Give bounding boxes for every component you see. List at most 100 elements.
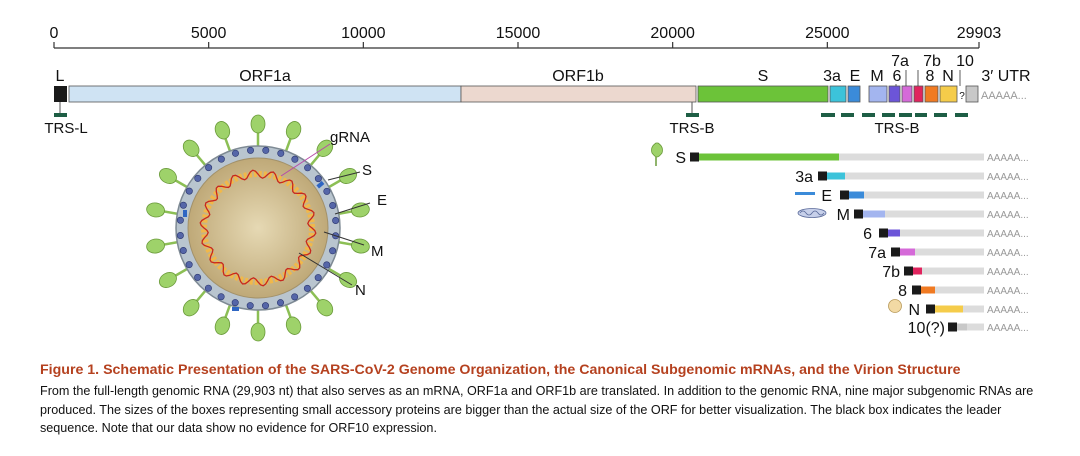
sgrna-orf xyxy=(935,305,963,313)
m-protein xyxy=(323,261,331,269)
protein-icons xyxy=(651,142,902,313)
spike-head xyxy=(316,299,334,317)
sgrna-polya: AAAAA... xyxy=(987,286,1029,297)
m-protein xyxy=(262,302,270,310)
m-protein xyxy=(179,247,187,255)
m-protein xyxy=(185,261,193,269)
virion-e-label: E xyxy=(377,192,387,209)
m-protein xyxy=(329,201,337,209)
sgrna-orf xyxy=(921,286,935,294)
m-protein xyxy=(194,273,202,281)
m-protein xyxy=(176,216,184,224)
spike-head xyxy=(285,121,302,140)
spike-head xyxy=(158,168,177,184)
m-protein xyxy=(314,274,322,282)
m-label: M xyxy=(870,68,883,85)
6-label: 6 xyxy=(893,68,902,85)
sgrna-polya: AAAAA... xyxy=(987,323,1029,334)
n-protein-icon xyxy=(888,299,902,313)
axis-tick-label: 0 xyxy=(50,25,59,42)
spike-head xyxy=(146,202,165,218)
spike-head xyxy=(146,238,165,254)
m-protein xyxy=(291,293,299,301)
3a-label: 3a xyxy=(823,68,841,85)
orf1b-box xyxy=(460,85,697,103)
genome-polya: AAAAA... xyxy=(981,90,1027,102)
orf1b-label: ORF1b xyxy=(552,68,604,85)
m-protein xyxy=(291,155,299,163)
axis-tick-label: 5000 xyxy=(191,25,227,42)
m-protein xyxy=(217,293,225,301)
sgrna-label: 10(?) xyxy=(908,320,945,337)
8-box xyxy=(924,85,939,103)
sgrna-leader xyxy=(904,266,913,276)
genome-map: L TRS-L ORF1a ORF1b S TRS-B ? AAAAA... 3… xyxy=(44,53,1030,137)
spike-head xyxy=(250,322,266,342)
axis-tick-label: 25000 xyxy=(805,25,850,42)
leader-box xyxy=(54,86,67,102)
sgrna-leader xyxy=(854,209,863,219)
spike-protein-icon xyxy=(651,142,663,158)
virion-capsid xyxy=(187,157,329,299)
m-protein xyxy=(179,201,187,209)
sgrna-body xyxy=(840,191,984,199)
m-protein xyxy=(205,164,213,172)
sgrna-label: E xyxy=(821,188,832,205)
orf1a-box xyxy=(68,85,462,103)
orf10-question: ? xyxy=(959,91,965,102)
spike-head xyxy=(285,316,302,335)
axis-tick-label: 15000 xyxy=(496,25,541,42)
caption-body: From the full-length genomic RNA (29,903… xyxy=(40,384,1034,435)
m-protein xyxy=(231,149,239,157)
n-box xyxy=(939,85,958,103)
spike-head xyxy=(339,168,358,184)
sgrna-polya: AAAAA... xyxy=(987,229,1029,240)
sgrna-body xyxy=(891,248,984,256)
8-label: 8 xyxy=(926,68,935,85)
sgrna-polya: AAAAA... xyxy=(987,172,1029,183)
utr-label: 3′ UTR xyxy=(981,68,1030,85)
spike-head xyxy=(182,299,200,317)
7b-label: 7b xyxy=(923,53,941,70)
sgrna-label: 8 xyxy=(898,283,907,300)
sgrna-polya: AAAAA... xyxy=(987,267,1029,278)
sgrna-orf xyxy=(849,191,864,199)
sgrna-polya: AAAAA... xyxy=(987,210,1029,221)
genome-figure: 0 5000 10000 15000 20000 25000 29903 L TRS-L O… xyxy=(44,25,1031,342)
sgrna-leader xyxy=(879,228,888,238)
m-protein-icon xyxy=(797,208,827,218)
m-protein xyxy=(194,174,202,182)
virion-spikes xyxy=(146,114,370,342)
spike-head xyxy=(351,202,370,218)
sgrna-label: 7b xyxy=(882,264,900,281)
sgrna-body xyxy=(818,172,984,180)
e-protein-icon xyxy=(795,192,815,195)
sgrna-label: M xyxy=(837,207,850,224)
trs-b-label-2: TRS-B xyxy=(875,120,920,137)
s-box xyxy=(697,85,829,103)
subgenomic-rnas: S AAAAA... 3a AAAAA... E AAAAA... M AAAAA... 6 AA… xyxy=(675,150,1028,337)
trs-b-label-1: TRS-B xyxy=(670,120,715,137)
n-label: N xyxy=(942,68,954,85)
sgrna-label: 3a xyxy=(795,169,813,186)
10-label: 10 xyxy=(956,53,974,70)
sgrna-label: 6 xyxy=(863,226,872,243)
m-protein xyxy=(314,175,322,183)
sgrna-polya: AAAAA... xyxy=(987,248,1029,259)
spike-head xyxy=(214,316,231,335)
sgrna-body xyxy=(904,267,984,275)
spike-head xyxy=(182,139,200,157)
m-protein xyxy=(185,187,193,195)
m-protein xyxy=(217,155,225,163)
orf1a-label: ORF1a xyxy=(239,68,291,85)
m-protein xyxy=(231,299,239,307)
s-label: S xyxy=(758,68,769,85)
virion-m-label: M xyxy=(371,243,384,260)
sgrna-leader xyxy=(891,247,900,257)
sgrna-body xyxy=(912,286,984,294)
spike-head xyxy=(250,114,266,134)
caption-title: Figure 1. Schematic Presentation of the … xyxy=(40,362,961,378)
genome-axis: 0 5000 10000 15000 20000 25000 29903 xyxy=(50,25,1001,49)
axis-tick-label: 20000 xyxy=(650,25,695,42)
sgrna-leader xyxy=(818,171,827,181)
